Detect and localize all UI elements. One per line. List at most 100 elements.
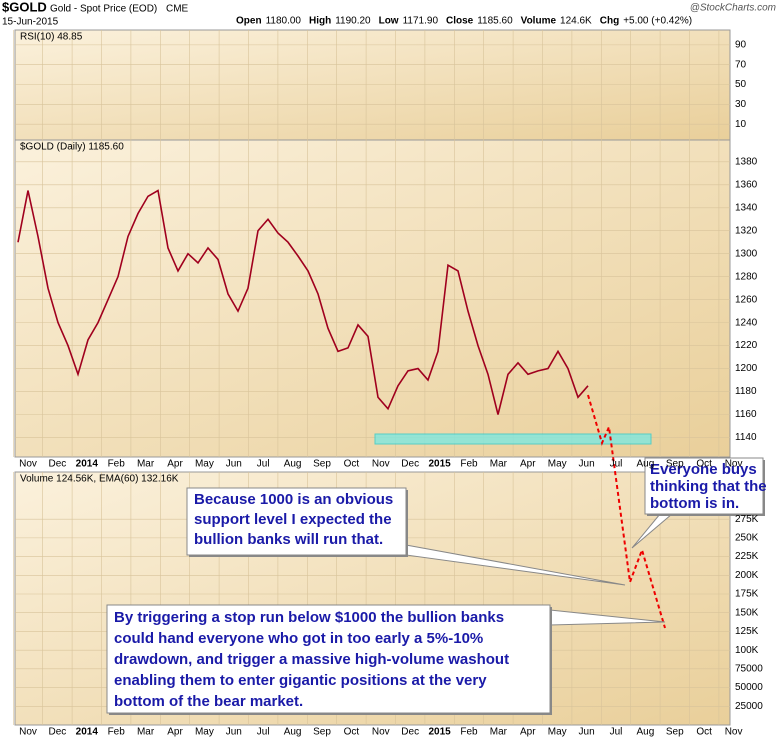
price-line bbox=[17, 189, 589, 415]
brand: @StockCharts.com bbox=[690, 3, 776, 14]
quote-value: 1171.90 bbox=[403, 16, 439, 27]
x-tick-label: Oct bbox=[696, 459, 712, 470]
annotation-line: support level I expected the bbox=[194, 511, 392, 528]
x-tick-label: Jun bbox=[226, 727, 242, 738]
x-tick-label: Apr bbox=[520, 459, 536, 470]
x-tick-label: 2014 bbox=[76, 459, 99, 470]
x-tick-label: Feb bbox=[460, 727, 478, 738]
annotation-line: drawdown, and trigger a massive high-vol… bbox=[114, 651, 509, 668]
x-tick-label: Jun bbox=[226, 459, 242, 470]
x-tick-label: Nov bbox=[725, 459, 743, 470]
x-tick-label: Sep bbox=[666, 727, 684, 738]
quote-label: Low bbox=[379, 16, 399, 27]
x-tick-label: 2015 bbox=[428, 459, 451, 470]
y-tick-label: 200K bbox=[735, 570, 759, 581]
x-tick-label: Sep bbox=[313, 459, 331, 470]
x-tick-label: Nov bbox=[372, 459, 390, 470]
title: Gold - Spot Price (EOD) bbox=[50, 4, 157, 15]
x-tick-label: Dec bbox=[49, 459, 67, 470]
y-tick-label: 1300 bbox=[735, 248, 758, 259]
y-tick-label: 150K bbox=[735, 607, 759, 618]
annotation-line: bottom is in. bbox=[650, 495, 739, 512]
quote-value: +5.00 (+0.42%) bbox=[623, 16, 692, 27]
grids bbox=[13, 30, 730, 725]
annotation-line: enabling them to enter gigantic position… bbox=[114, 672, 487, 689]
y-tick-label: 75000 bbox=[735, 664, 763, 675]
volume-legend: Volume 124.56K, EMA(60) 132.16K bbox=[20, 474, 179, 485]
exchange: CME bbox=[166, 4, 189, 15]
y-tick-label: 250K bbox=[735, 533, 759, 544]
x-tick-label: Dec bbox=[401, 727, 419, 738]
x-tick-label: 2015 bbox=[428, 727, 451, 738]
x-tick-label: Mar bbox=[137, 459, 155, 470]
x-tick-label: Nov bbox=[19, 459, 37, 470]
y-tick-label: 100K bbox=[735, 645, 759, 656]
annotation-line: bullion banks will run that. bbox=[194, 531, 383, 548]
price-legend: $GOLD (Daily) 1185.60 bbox=[20, 142, 124, 153]
y-tick-label: 175K bbox=[735, 589, 759, 600]
x-tick-label: Aug bbox=[284, 459, 302, 470]
x-tick-label: Jul bbox=[610, 459, 623, 470]
x-tick-label: Nov bbox=[372, 727, 390, 738]
x-tick-label: Jul bbox=[610, 727, 623, 738]
x-tick-label: Dec bbox=[49, 727, 67, 738]
y-tick-label: 1360 bbox=[735, 179, 758, 190]
annotation-line: thinking that the bbox=[650, 478, 767, 495]
x-tick-label: Mar bbox=[137, 727, 155, 738]
y-tick-label: 1200 bbox=[735, 363, 758, 374]
x-tick-label: Nov bbox=[19, 727, 37, 738]
annotation-line: By triggering a stop run below $1000 the… bbox=[114, 609, 504, 626]
y-tick-label: 1220 bbox=[735, 340, 758, 351]
x-tick-label: Oct bbox=[344, 459, 360, 470]
quote: Open 1180.00 High 1190.20 Low 1171.90 Close 118… bbox=[236, 16, 692, 27]
callout bbox=[106, 604, 551, 714]
quote-value: 1180.00 bbox=[266, 16, 302, 27]
x-tick-label: Aug bbox=[284, 727, 302, 738]
x-tick-label: Jun bbox=[579, 459, 595, 470]
annotation-line: Because 1000 is an obvious bbox=[194, 491, 393, 508]
x-tick-label: Oct bbox=[344, 727, 360, 738]
x-tick-label: Feb bbox=[460, 459, 478, 470]
x-tick-label: Oct bbox=[696, 727, 712, 738]
symbol: $GOLD bbox=[2, 0, 47, 14]
y-tick-label: 1380 bbox=[735, 156, 758, 167]
y-tick-label: 90 bbox=[735, 40, 747, 51]
x-tick-label: Mar bbox=[490, 459, 508, 470]
y-tick-label: 1140 bbox=[735, 432, 757, 443]
annotation-line: bottom of the bear market. bbox=[114, 693, 303, 710]
callout bbox=[644, 457, 764, 515]
y-tick-label: 25000 bbox=[735, 701, 763, 712]
y-tick-label: 70 bbox=[735, 59, 747, 70]
callout bbox=[186, 487, 407, 556]
price-panel bbox=[14, 139, 731, 458]
x-tick-label: Feb bbox=[108, 727, 126, 738]
x-tick-label: May bbox=[195, 459, 214, 470]
x-tick-label: Mar bbox=[490, 727, 508, 738]
x-tick-label: Aug bbox=[637, 727, 655, 738]
annotation-line: Everyone buys bbox=[650, 461, 757, 478]
x-tick-label: Apr bbox=[167, 459, 183, 470]
rsi-legend: RSI(10) 48.85 bbox=[20, 32, 83, 43]
y-tick-label: 1240 bbox=[735, 317, 758, 328]
x-tick-label: Apr bbox=[520, 727, 536, 738]
quote-label: Chg bbox=[600, 16, 619, 27]
y-tick-label: 1280 bbox=[735, 271, 758, 282]
y-tick-label: 1260 bbox=[735, 294, 758, 305]
x-tick-label: May bbox=[195, 727, 214, 738]
x-tick-label: Apr bbox=[167, 727, 183, 738]
x-tick-label: 2014 bbox=[76, 727, 99, 738]
x-tick-label: Feb bbox=[108, 459, 126, 470]
y-tick-label: 50 bbox=[735, 79, 747, 90]
y-tick-label: 1340 bbox=[735, 202, 758, 213]
x-tick-label: Nov bbox=[725, 727, 743, 738]
x-tick-label: Sep bbox=[666, 459, 684, 470]
date: 15-Jun-2015 bbox=[2, 17, 59, 28]
marks bbox=[17, 189, 589, 415]
y-tick-label: 50000 bbox=[735, 682, 763, 693]
y-tick-label: 1180 bbox=[735, 386, 757, 397]
y-tick-label: 30 bbox=[735, 99, 747, 110]
x-tick-label: May bbox=[548, 727, 567, 738]
quote-value: 124.6K bbox=[560, 16, 592, 27]
y-tick-label: 275K bbox=[735, 514, 759, 525]
